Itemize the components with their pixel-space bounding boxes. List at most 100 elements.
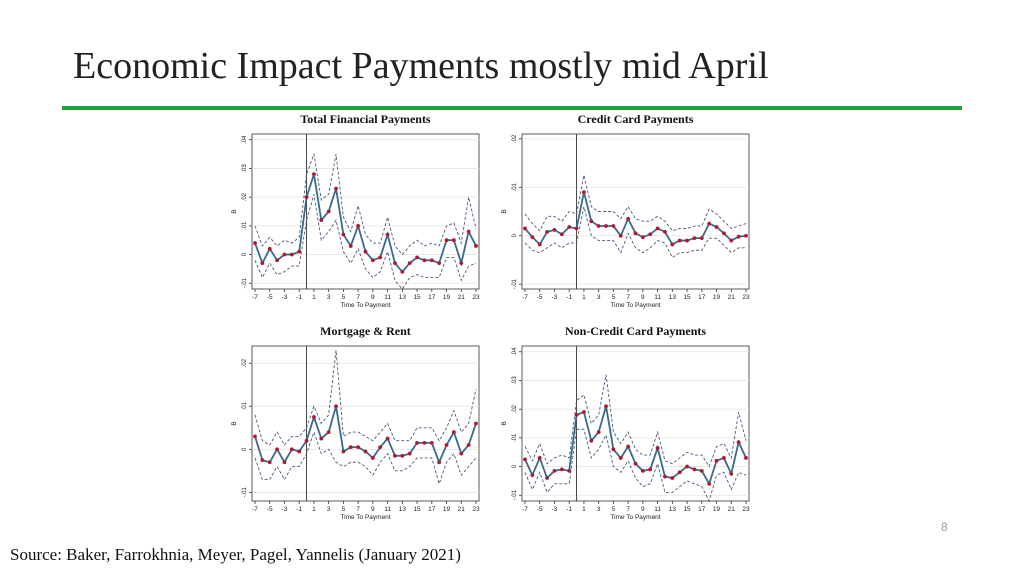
ci-upper-line (524, 175, 747, 232)
y-tick-label: .02 (512, 134, 518, 143)
estimate-point (729, 238, 734, 243)
x-tick-label: 5 (612, 506, 616, 513)
y-tick-label: 0 (512, 233, 518, 237)
y-axis-label: B (501, 421, 508, 425)
estimate-point (559, 232, 564, 237)
plot-area (251, 345, 480, 502)
estimate-point (729, 471, 734, 476)
chart-title: Non-Credit Card Payments (565, 324, 706, 338)
estimate-point (707, 221, 712, 226)
estimate-point (356, 223, 361, 228)
y-tick-label: .02 (242, 192, 248, 201)
estimate-point (326, 209, 331, 214)
estimate-point (530, 235, 535, 240)
y-tick-label: .01 (512, 433, 518, 442)
x-tick-label: 23 (472, 294, 480, 301)
x-tick-label: 21 (728, 506, 736, 513)
estimate-point (582, 190, 586, 195)
ci-lower-line (254, 194, 477, 290)
estimate-point (319, 218, 324, 223)
x-tick-label: -5 (267, 506, 273, 513)
x-tick-label: 11 (654, 506, 661, 513)
y-tick-label: -.01 (242, 277, 248, 288)
x-tick-label: 15 (413, 294, 421, 301)
x-tick-label: 15 (683, 506, 691, 513)
estimate-point (677, 470, 682, 475)
estimate-point (633, 231, 638, 236)
x-tick-label: -1 (566, 294, 572, 301)
x-axis-label: Time To Payment (340, 514, 390, 521)
estimate-point (341, 449, 346, 454)
y-axis-label: B (501, 209, 508, 213)
estimate-point (444, 443, 449, 447)
plot-area (521, 133, 750, 290)
estimate-point (692, 467, 697, 472)
x-tick-label: 23 (742, 506, 750, 513)
estimate-point (289, 447, 294, 452)
estimate-point (685, 238, 689, 243)
estimate-point (407, 451, 412, 456)
x-tick-label: 5 (342, 506, 346, 513)
x-tick-label: 17 (428, 294, 436, 301)
estimate-point (282, 252, 287, 257)
title-divider (62, 106, 962, 110)
estimate-point (626, 444, 631, 449)
x-tick-label: 7 (356, 506, 360, 513)
y-tick-label: 0 (242, 447, 248, 451)
x-tick-label: 21 (458, 294, 466, 301)
estimate-point (545, 229, 549, 234)
estimate-point (326, 430, 331, 435)
estimate-point (452, 238, 456, 243)
x-tick-label: 19 (713, 506, 721, 513)
slide-title: Economic Impact Payments mostly mid Apri… (73, 45, 769, 87)
estimate-point (640, 468, 645, 473)
estimate-point (429, 258, 434, 263)
x-tick-label: 17 (428, 506, 436, 513)
estimate-point (640, 235, 645, 240)
x-tick-label: 17 (698, 506, 706, 513)
x-tick-label: 9 (371, 506, 375, 513)
x-tick-label: 3 (597, 294, 601, 301)
estimate-point (596, 430, 601, 435)
chart-title: Mortgage & Rent (320, 324, 411, 338)
x-tick-label: 13 (669, 506, 677, 513)
x-tick-label: 9 (641, 294, 645, 301)
estimate-point (466, 443, 471, 447)
estimate-point (474, 244, 478, 248)
estimate-point (385, 232, 390, 237)
estimate-point (744, 233, 748, 238)
x-tick-label: -7 (522, 506, 528, 513)
estimate-point (319, 436, 324, 441)
estimate-point (545, 476, 549, 480)
chart-non-credit-card-payments: Non-Credit Card Payments -.01 0 .01 .02 .03 .0… (492, 320, 762, 525)
estimate-point (633, 461, 638, 466)
x-tick-label: 17 (698, 294, 706, 301)
x-tick-label: 9 (641, 506, 645, 513)
x-tick-label: 19 (443, 294, 451, 301)
x-axis-label: Time To Payment (610, 514, 660, 521)
y-tick-label: .04 (512, 347, 518, 356)
estimate-point (304, 195, 309, 200)
x-tick-label: 13 (669, 294, 677, 301)
estimate-point (574, 412, 579, 417)
x-tick-label: -5 (537, 294, 543, 301)
estimate-point (348, 445, 353, 450)
page-number: 8 (941, 520, 948, 534)
x-tick-label: 3 (327, 506, 331, 513)
chart-svg: Credit Card Payments -.01 0 .01 .02 -7 -5 -3 -1 1… (501, 112, 750, 309)
ci-upper-line (524, 374, 747, 468)
estimate-point (378, 445, 383, 450)
x-tick-label: 1 (312, 506, 316, 513)
estimate-point (736, 440, 741, 445)
x-axis-label: Time To Payment (610, 302, 660, 309)
source-citation: Source: Baker, Farrokhnia, Meyer, Pagel,… (10, 545, 461, 564)
y-axis-label: B (231, 209, 238, 213)
x-tick-label: 23 (742, 294, 750, 301)
estimate-point (567, 225, 572, 229)
x-tick-label: -5 (267, 294, 273, 301)
estimate-point (552, 228, 557, 232)
estimate-point (714, 225, 719, 229)
x-tick-label: -7 (522, 294, 528, 301)
estimate-point (663, 474, 667, 479)
y-tick-label: .04 (242, 135, 248, 144)
